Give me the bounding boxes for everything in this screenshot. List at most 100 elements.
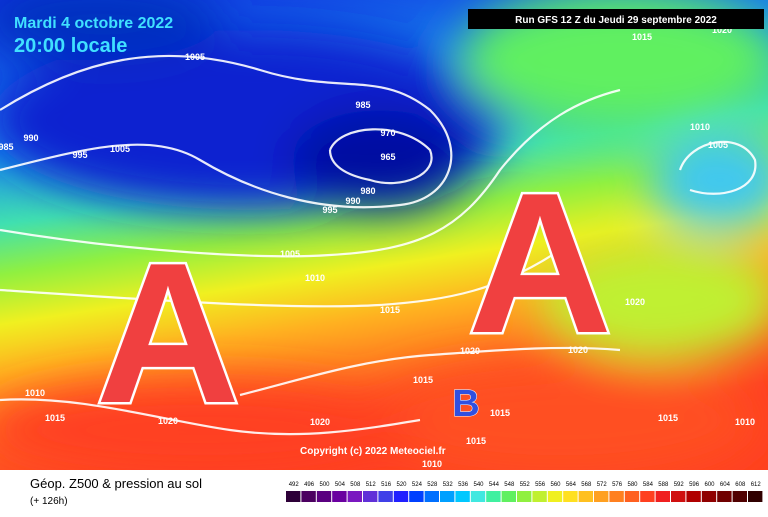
legend-label: 592 bbox=[674, 482, 685, 488]
legend-swatch bbox=[671, 491, 686, 502]
footer-lead: (+ 126h) bbox=[30, 496, 68, 507]
isobar-label: 1005 bbox=[280, 249, 300, 259]
legend-swatch bbox=[517, 491, 532, 502]
legend-label: 540 bbox=[473, 482, 484, 488]
legend-swatch bbox=[532, 491, 547, 502]
isobar-label: 1010 bbox=[690, 122, 710, 132]
isobar-label: 1005 bbox=[185, 52, 205, 62]
pressure-center: B bbox=[452, 383, 479, 425]
isobar-label: 1010 bbox=[305, 273, 325, 283]
forecast-date: Mardi 4 octobre 2022 bbox=[14, 15, 173, 32]
legend-swatch bbox=[563, 491, 578, 502]
legend-label: 612 bbox=[751, 482, 762, 488]
legend-label: 564 bbox=[566, 482, 577, 488]
isobar-label: 1010 bbox=[25, 388, 45, 398]
legend-label: 548 bbox=[504, 482, 515, 488]
map-background bbox=[0, 0, 768, 480]
legend-label: 556 bbox=[535, 482, 546, 488]
isobar-label: 970 bbox=[380, 128, 395, 138]
legend-label: 508 bbox=[350, 482, 361, 488]
legend-label: 584 bbox=[643, 482, 654, 488]
legend-label: 500 bbox=[319, 482, 330, 488]
run-box bbox=[468, 9, 764, 29]
legend-label: 560 bbox=[550, 482, 561, 488]
copyright: Copyright (c) 2022 Meteociel.fr bbox=[300, 446, 446, 457]
legend-swatch bbox=[655, 491, 670, 502]
footer-title: Géop. Z500 & pression au sol bbox=[30, 476, 202, 491]
isobar-label: 1010 bbox=[735, 417, 755, 427]
legend-label: 552 bbox=[520, 482, 531, 488]
isobar-label: 980 bbox=[360, 186, 375, 196]
legend-swatch bbox=[424, 491, 439, 502]
legend-swatch bbox=[609, 491, 624, 502]
isobar-label: 1020 bbox=[158, 416, 178, 426]
isobar-label: 1010 bbox=[422, 459, 442, 469]
legend-label: 608 bbox=[735, 482, 746, 488]
isobar-label: 1015 bbox=[466, 436, 486, 446]
legend-swatch bbox=[748, 491, 763, 502]
legend-swatch bbox=[440, 491, 455, 502]
pressure-center: A bbox=[96, 222, 240, 445]
legend-label: 544 bbox=[489, 482, 500, 488]
isobar-label: 1020 bbox=[625, 297, 645, 307]
legend-swatch bbox=[594, 491, 609, 502]
legend-swatch bbox=[578, 491, 593, 502]
legend-swatch bbox=[286, 491, 301, 502]
isobar-label: 1015 bbox=[45, 413, 65, 423]
legend-label: 588 bbox=[658, 482, 669, 488]
legend-swatch bbox=[717, 491, 732, 502]
isobar-label: 1005 bbox=[110, 144, 130, 154]
legend-label: 528 bbox=[427, 482, 438, 488]
legend-swatch bbox=[393, 491, 409, 502]
legend-swatch bbox=[301, 491, 316, 502]
legend-label: 580 bbox=[627, 482, 638, 488]
legend-label: 512 bbox=[366, 482, 377, 488]
pressure-center: A bbox=[468, 152, 612, 375]
legend-swatch bbox=[409, 491, 424, 502]
legend-label: 576 bbox=[612, 482, 623, 488]
isobar-label: 965 bbox=[380, 152, 395, 162]
legend-swatch bbox=[378, 491, 393, 502]
isobar-label: 995 bbox=[72, 150, 87, 160]
isobar-label: 985 bbox=[355, 100, 370, 110]
legend-label: 532 bbox=[443, 482, 454, 488]
isobar-label: 1020 bbox=[568, 345, 588, 355]
isobar-label: 1005 bbox=[708, 140, 728, 150]
isobar-label: 985 bbox=[0, 142, 14, 152]
legend-label: 504 bbox=[335, 482, 346, 488]
isobar-label: 990 bbox=[23, 133, 38, 143]
forecast-time: 20:00 locale bbox=[14, 35, 127, 57]
legend-label: 568 bbox=[581, 482, 592, 488]
legend-label: 536 bbox=[458, 482, 469, 488]
legend-label: 492 bbox=[289, 482, 300, 488]
legend-swatch bbox=[686, 491, 701, 502]
legend-label: 572 bbox=[597, 482, 608, 488]
legend-swatch bbox=[501, 491, 516, 502]
legend-swatch bbox=[547, 491, 563, 502]
isobar-label: 1015 bbox=[658, 413, 678, 423]
legend-swatch bbox=[732, 491, 747, 502]
isobar-label: 1020 bbox=[712, 25, 732, 35]
isobar-label: 1015 bbox=[413, 375, 433, 385]
legend-label: 524 bbox=[412, 482, 423, 488]
isobar-label: 990 bbox=[345, 196, 360, 206]
legend-swatch bbox=[624, 491, 640, 502]
isobar-label: 1020 bbox=[310, 417, 330, 427]
isobar-label: 1015 bbox=[632, 32, 652, 42]
legend-swatch bbox=[347, 491, 362, 502]
legend-swatch bbox=[470, 491, 486, 502]
isobar-label: 1015 bbox=[380, 305, 400, 315]
legend-label: 516 bbox=[381, 482, 392, 488]
legend-label: 496 bbox=[304, 482, 315, 488]
legend-swatch bbox=[486, 491, 501, 502]
isobar-label: 1015 bbox=[490, 408, 510, 418]
run-info: Run GFS 12 Z du Jeudi 29 septembre 2022 bbox=[515, 15, 717, 26]
legend-swatch bbox=[363, 491, 378, 502]
legend-swatch bbox=[455, 491, 470, 502]
legend-label: 600 bbox=[704, 482, 715, 488]
isobar-label: 995 bbox=[322, 205, 337, 215]
legend-swatch bbox=[332, 491, 347, 502]
isobar-label: 1020 bbox=[460, 346, 480, 356]
legend-swatch bbox=[316, 491, 332, 502]
